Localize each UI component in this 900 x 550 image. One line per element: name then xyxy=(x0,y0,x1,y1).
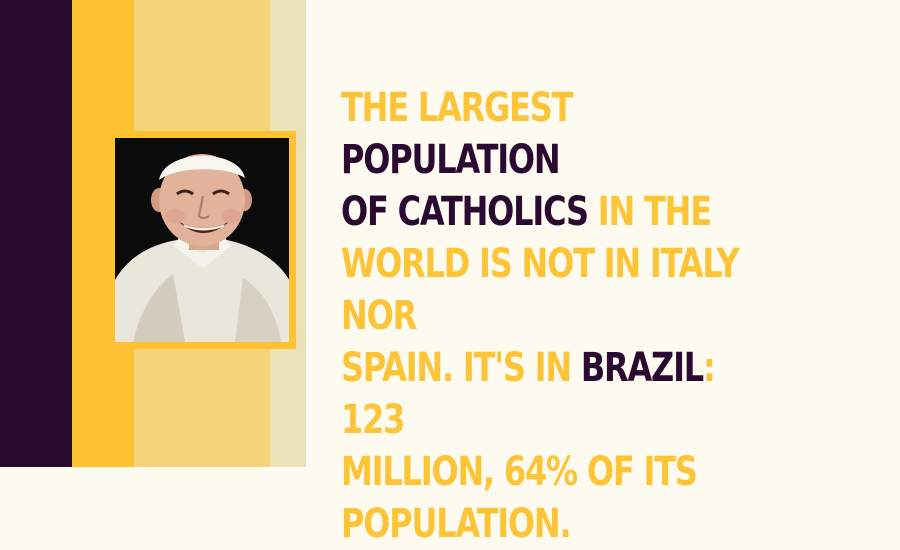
infographic-card: THE LARGEST POPULATION OF CATHOLICS IN T… xyxy=(0,0,740,547)
dark-purple-stripe xyxy=(0,0,72,467)
headline-phrase: OF CATHOLICS xyxy=(341,189,589,235)
portrait-photo xyxy=(115,138,289,342)
headline-phrase: THE LARGEST xyxy=(341,85,573,131)
portrait-illustration xyxy=(115,138,289,342)
headline-phrase: IN THE xyxy=(587,189,712,235)
headline-phrase: BRAZIL xyxy=(580,345,704,391)
headline-phrase: POPULATION. xyxy=(341,501,572,547)
photo-frame xyxy=(108,131,296,349)
headline-fact: THE LARGEST POPULATION OF CATHOLICS IN T… xyxy=(341,82,773,550)
headline-phrase: WORLD IS NOT IN ITALY NOR xyxy=(341,241,740,339)
headline-phrase: POPULATION xyxy=(341,137,561,183)
headline-phrase: MILLION, 64% OF ITS xyxy=(341,449,698,495)
headline-phrase: SPAIN. IT'S IN xyxy=(341,345,581,391)
headline-phrase: : 123 xyxy=(341,345,716,443)
